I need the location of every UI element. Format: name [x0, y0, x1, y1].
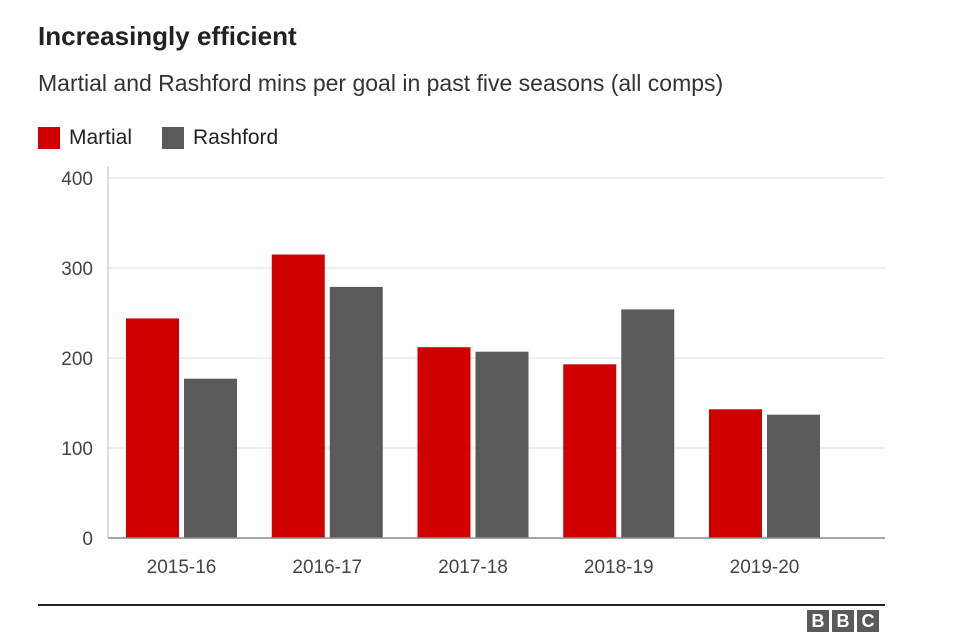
- x-tick-label: 2018-19: [584, 557, 654, 578]
- y-tick-label: 0: [82, 529, 93, 550]
- legend-label-martial: Martial: [69, 126, 133, 149]
- chart-subtitle: Martial and Rashford mins per goal in pa…: [38, 70, 724, 96]
- y-tick-label: 200: [61, 349, 93, 370]
- bar-martial-2018-19: [563, 364, 617, 538]
- bbc-logo-letter: B: [807, 610, 829, 632]
- footer-rule: [38, 604, 885, 606]
- legend-swatch-rashford: [162, 127, 185, 149]
- bar-rashford-2017-18: [475, 351, 529, 538]
- bbc-logo: B B C: [807, 610, 882, 632]
- x-tick-label: 2015-16: [147, 557, 217, 578]
- x-tick-label: 2016-17: [292, 557, 362, 578]
- chart-title: Increasingly efficient: [38, 21, 297, 51]
- bar-martial-2015-16: [126, 318, 179, 538]
- bbc-logo-letter: C: [857, 610, 879, 632]
- legend: Martial Rashford: [38, 126, 308, 150]
- bar-rashford-2018-19: [621, 309, 675, 538]
- legend-item-rashford: Rashford: [162, 126, 278, 150]
- bar-martial-2016-17: [271, 254, 325, 538]
- x-tick-label: 2019-20: [730, 557, 800, 578]
- y-tick-label: 100: [61, 439, 93, 460]
- legend-swatch-martial: [38, 127, 60, 149]
- bar-martial-2019-20: [709, 409, 762, 538]
- x-tick-label: 2017-18: [438, 557, 508, 578]
- y-tick-label: 400: [61, 169, 93, 190]
- bar-rashford-2019-20: [767, 414, 820, 538]
- bar-rashford-2015-16: [184, 378, 237, 538]
- legend-item-martial: Martial: [38, 126, 132, 150]
- y-tick-label: 300: [61, 259, 93, 280]
- bbc-logo-letter: B: [832, 610, 854, 632]
- legend-label-rashford: Rashford: [193, 126, 279, 149]
- bar-martial-2017-18: [417, 347, 471, 538]
- bar-rashford-2016-17: [329, 286, 383, 538]
